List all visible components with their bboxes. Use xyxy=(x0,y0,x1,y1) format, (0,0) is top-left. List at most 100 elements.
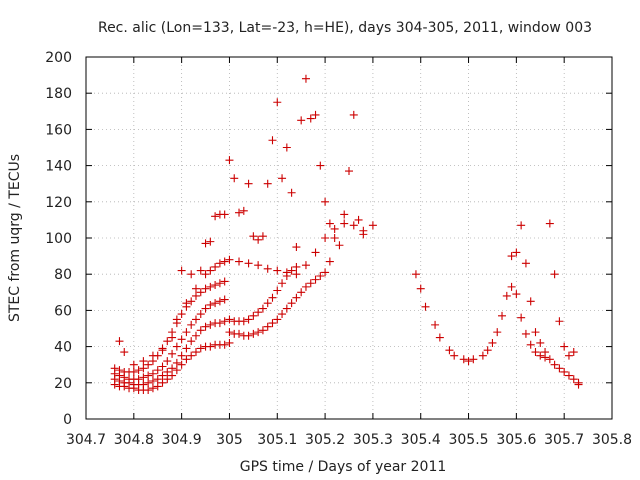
data-point xyxy=(258,304,267,313)
data-point xyxy=(129,367,138,376)
data-point xyxy=(282,143,291,152)
data-point xyxy=(560,367,569,376)
data-point xyxy=(340,219,349,228)
data-point xyxy=(206,237,215,246)
data-point xyxy=(220,317,229,326)
data-points xyxy=(110,74,583,395)
data-point xyxy=(239,317,248,326)
y-tick-label: 20 xyxy=(54,376,72,392)
data-point xyxy=(278,310,287,319)
data-point xyxy=(206,320,215,329)
data-point xyxy=(182,344,191,353)
data-point xyxy=(225,156,234,165)
data-point xyxy=(512,248,521,257)
data-point xyxy=(144,386,153,395)
data-point xyxy=(545,219,554,228)
data-point xyxy=(215,297,224,306)
data-point xyxy=(211,281,220,290)
data-point xyxy=(172,366,181,375)
x-tick-label: 305 xyxy=(216,432,243,448)
data-point xyxy=(564,371,573,380)
data-point xyxy=(139,373,148,382)
data-point xyxy=(206,266,215,275)
data-point xyxy=(153,382,162,391)
data-point xyxy=(502,291,511,300)
data-point xyxy=(268,293,277,302)
data-point xyxy=(129,360,138,369)
data-point xyxy=(512,290,521,299)
data-point xyxy=(411,270,420,279)
data-point xyxy=(158,378,167,387)
data-point xyxy=(244,315,253,324)
data-point xyxy=(306,114,315,123)
y-tick-label: 200 xyxy=(45,50,72,66)
x-tick-label: 304.9 xyxy=(162,432,202,448)
data-point xyxy=(321,234,330,242)
data-point xyxy=(196,326,205,335)
y-tick-label: 140 xyxy=(45,159,72,175)
y-tick-label: 60 xyxy=(54,303,72,319)
data-point xyxy=(148,376,157,385)
data-point xyxy=(239,206,248,215)
data-point xyxy=(254,308,263,317)
data-point xyxy=(459,355,468,364)
data-point xyxy=(301,74,310,83)
data-point xyxy=(263,322,272,331)
data-point xyxy=(182,299,191,308)
data-point xyxy=(292,270,301,279)
x-tick-label: 304.7 xyxy=(66,432,106,448)
data-point xyxy=(311,248,320,257)
data-point xyxy=(301,261,310,270)
data-point xyxy=(177,360,186,369)
data-point xyxy=(268,319,277,328)
data-point xyxy=(196,344,205,353)
data-point xyxy=(244,331,253,340)
data-point xyxy=(263,264,272,273)
x-tick-label: 305.8 xyxy=(592,432,632,448)
data-point xyxy=(526,297,535,306)
data-point xyxy=(139,380,148,389)
x-tick-label: 305.3 xyxy=(353,432,393,448)
data-point xyxy=(172,315,181,324)
x-tick-label: 305.2 xyxy=(305,432,345,448)
data-point xyxy=(191,331,200,340)
data-point xyxy=(215,259,224,268)
data-point xyxy=(321,268,330,277)
data-point xyxy=(273,98,282,107)
data-point xyxy=(564,351,573,360)
data-point xyxy=(555,317,564,326)
x-tick-label: 305.1 xyxy=(257,432,297,448)
data-point xyxy=(325,257,334,266)
data-point xyxy=(263,179,272,188)
data-point xyxy=(349,110,358,119)
data-point xyxy=(230,174,239,183)
data-point xyxy=(168,364,177,373)
data-point xyxy=(144,378,153,387)
data-point xyxy=(182,328,191,337)
data-point xyxy=(187,320,196,329)
data-point xyxy=(158,371,167,380)
data-point xyxy=(187,351,196,360)
x-tick-label: 305.6 xyxy=(496,432,536,448)
x-tick-label: 304.8 xyxy=(114,432,154,448)
data-point xyxy=(168,349,177,358)
data-point xyxy=(416,284,425,293)
data-point xyxy=(278,174,287,183)
data-point xyxy=(301,282,310,291)
data-point xyxy=(148,369,157,378)
data-point xyxy=(287,188,296,197)
data-point xyxy=(325,219,334,228)
data-point xyxy=(278,279,287,288)
data-point xyxy=(172,358,181,367)
y-tick-label: 0 xyxy=(63,412,72,428)
data-point xyxy=(244,259,253,268)
data-point xyxy=(340,210,349,219)
data-point xyxy=(191,348,200,357)
data-point xyxy=(493,328,502,337)
data-point xyxy=(187,297,196,306)
data-point xyxy=(335,241,344,250)
data-point xyxy=(521,259,530,268)
data-point xyxy=(478,351,487,360)
data-point xyxy=(273,315,282,324)
data-point xyxy=(450,351,459,360)
